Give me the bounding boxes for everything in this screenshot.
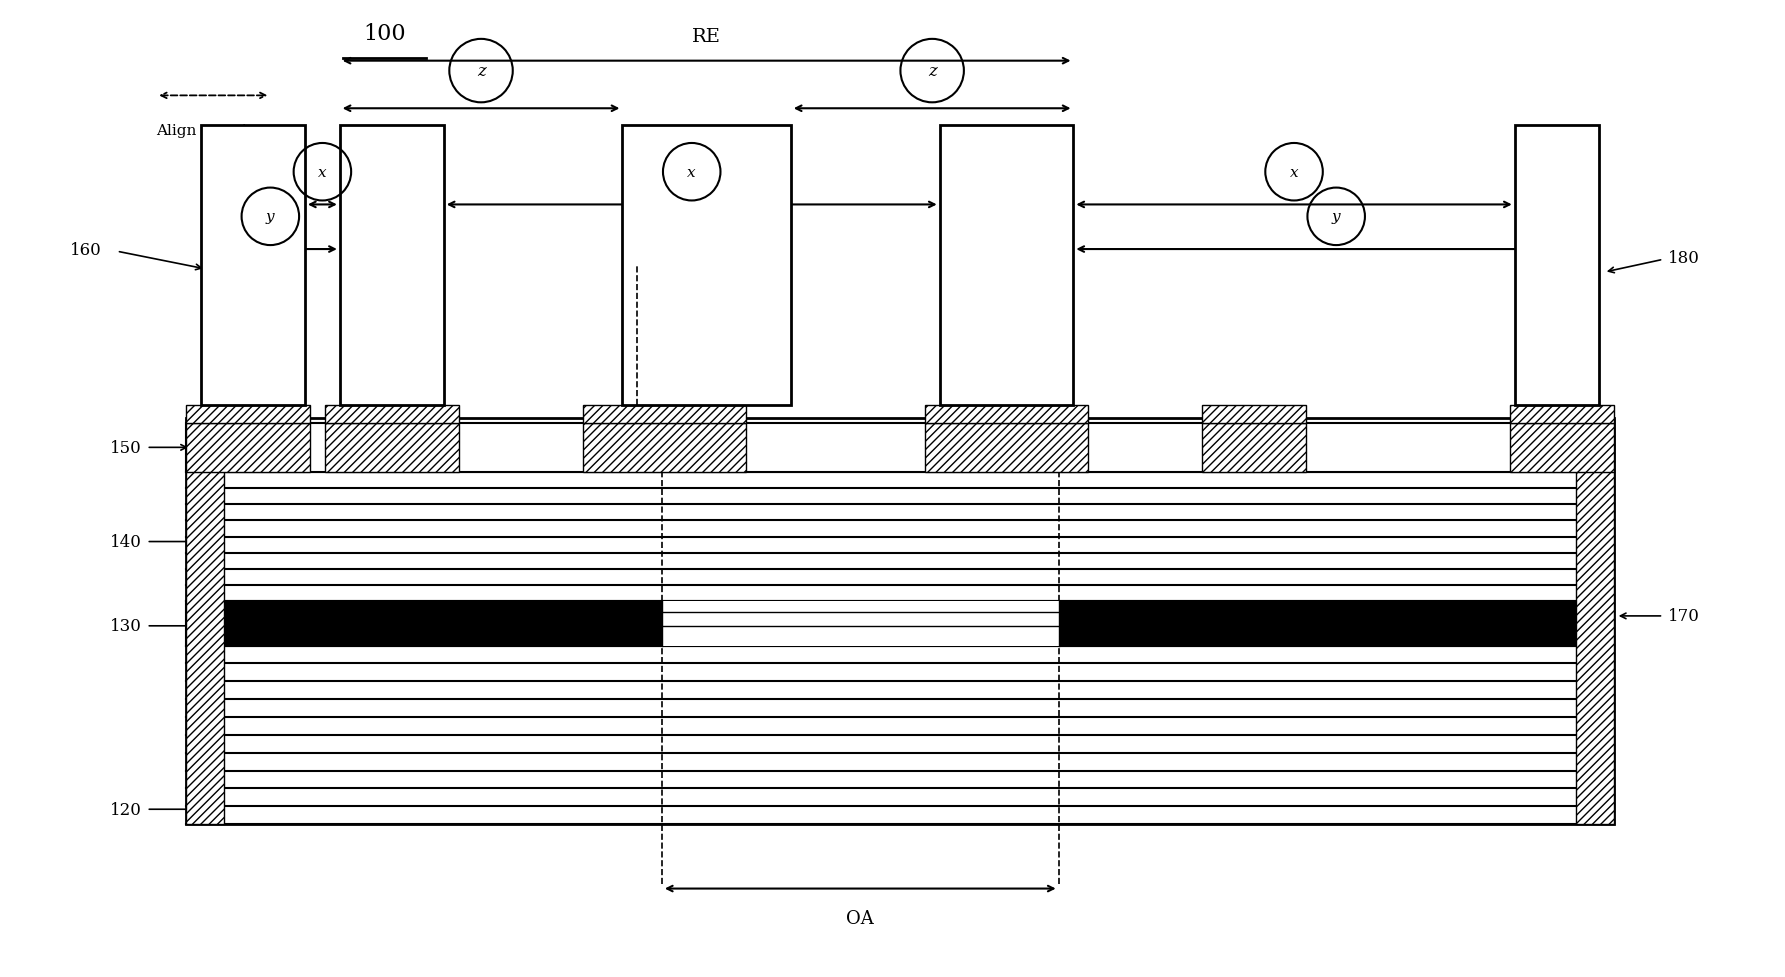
Bar [582,423,746,473]
Bar [1510,423,1614,473]
Bar [186,423,1614,473]
Text: z: z [477,64,486,80]
Bar [339,126,444,405]
Text: 170: 170 [1669,608,1699,624]
Text: 160: 160 [70,241,102,258]
Text: z: z [928,64,937,80]
Bar [582,405,746,423]
Text: 120: 120 [109,801,141,818]
Bar [925,405,1089,423]
Text: y: y [1332,210,1341,224]
Bar [186,418,1614,825]
Bar [623,126,791,405]
Bar [186,405,311,423]
Text: RE: RE [693,28,721,46]
Text: OA: OA [846,910,875,927]
Bar [1203,405,1307,423]
Bar [325,423,459,473]
Text: 180: 180 [1669,249,1699,267]
Bar [1576,418,1614,825]
Text: 130: 130 [109,617,141,635]
Bar [1510,405,1614,423]
Bar [662,602,1059,646]
Bar [925,423,1089,473]
Bar [202,126,305,405]
Text: 150: 150 [109,440,141,456]
Bar [186,423,311,473]
Text: Align margin: Align margin [157,124,257,138]
Text: x: x [687,165,696,180]
Bar [325,405,459,423]
Text: 100: 100 [362,22,405,45]
Text: x: x [318,165,327,180]
Text: CB: CB [693,292,719,311]
Text: 140: 140 [109,533,141,550]
Bar [1203,423,1307,473]
Text: y: y [266,210,275,224]
Text: x: x [1291,165,1298,180]
Bar [186,602,1614,646]
Bar [186,418,223,825]
Bar [1515,126,1599,405]
Bar [939,126,1073,405]
